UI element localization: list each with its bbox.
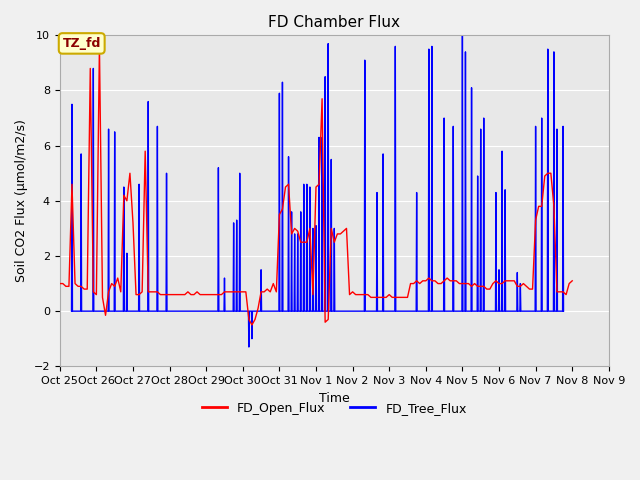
Text: TZ_fd: TZ_fd [63,37,101,50]
Title: FD Chamber Flux: FD Chamber Flux [268,15,400,30]
Legend: FD_Open_Flux, FD_Tree_Flux: FD_Open_Flux, FD_Tree_Flux [197,396,472,420]
X-axis label: Time: Time [319,392,349,405]
Y-axis label: Soil CO2 Flux (μmol/m2/s): Soil CO2 Flux (μmol/m2/s) [15,120,28,282]
